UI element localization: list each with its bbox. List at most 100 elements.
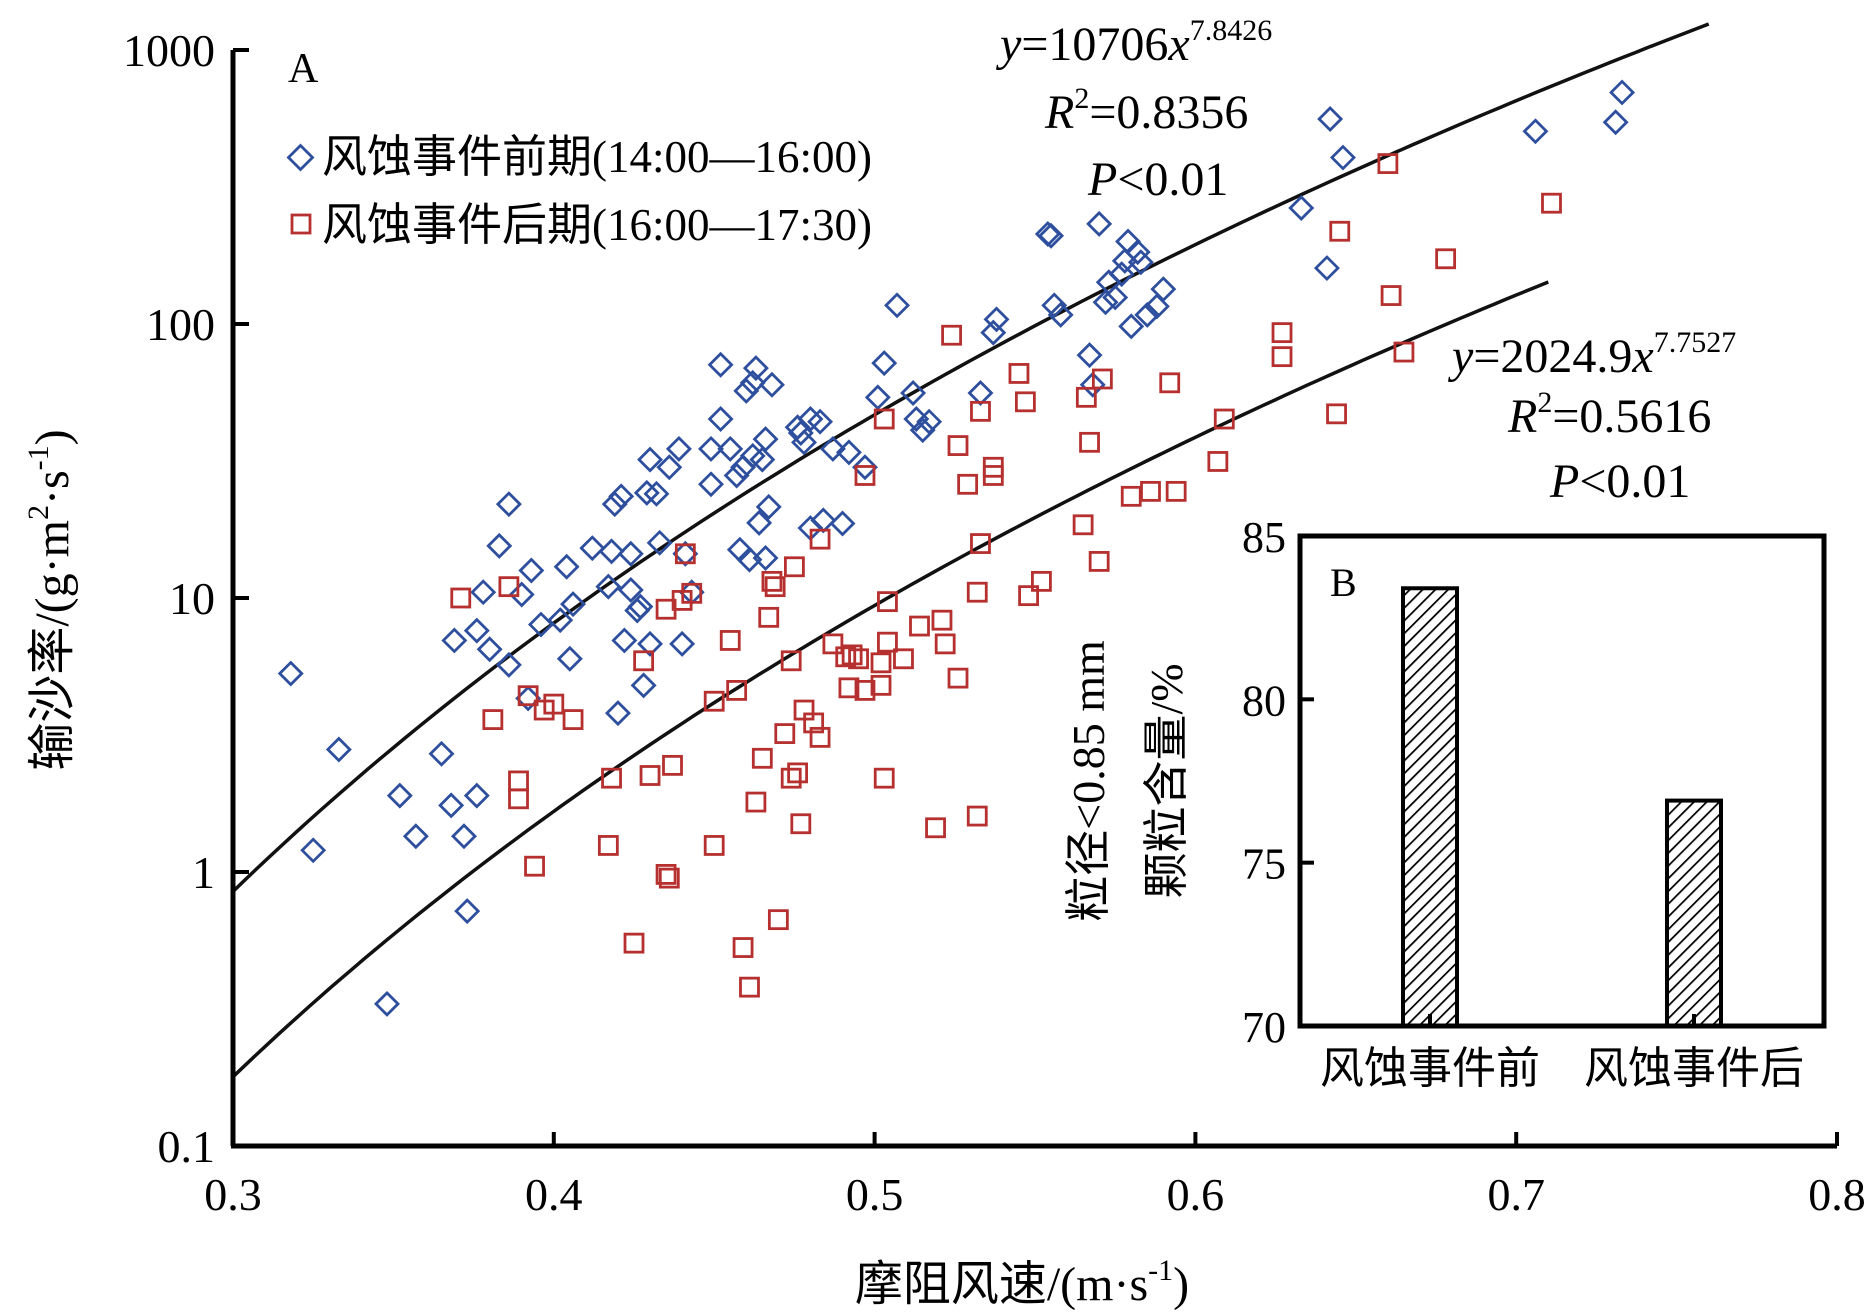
scatter-point-after (838, 677, 860, 699)
eq2-p: <0.01 (1579, 455, 1690, 508)
scatter-point-after (1120, 485, 1142, 507)
inset-category-label: 风蚀事件后 (1584, 1044, 1804, 1093)
eq1-p: <0.01 (1117, 153, 1228, 206)
scatter-point-before (630, 672, 657, 699)
scatter-point-after (982, 456, 1004, 478)
inset-category-label: 风蚀事件前 (1320, 1044, 1540, 1093)
legend-marker-after (290, 213, 312, 235)
scatter-point-before (470, 579, 497, 606)
scatter-point-after (790, 813, 812, 835)
scatter-point-after (1018, 585, 1039, 607)
scatter-point-before (617, 576, 644, 603)
scatter-point-before (819, 435, 846, 462)
scatter-point-after (947, 435, 969, 456)
scatter-point-after (524, 855, 545, 877)
svg-text:R2=0.5616: R2=0.5616 (1507, 386, 1711, 443)
eq1-r-label: R (1044, 86, 1074, 139)
scatter-point-before (672, 540, 699, 567)
scatter-point-after (822, 633, 844, 655)
scatter-point-after (877, 591, 898, 613)
scatter-point-after (758, 606, 780, 628)
legend: 风蚀事件前期(14:00—16:00) 风蚀事件后期(16:00—17:30) (286, 132, 872, 250)
scatter-point-after (761, 570, 783, 592)
scatter-point-after (780, 767, 802, 789)
scatter-point-after (809, 726, 831, 748)
scatter-point-before (1092, 289, 1119, 316)
scatter-point-after (562, 709, 584, 730)
inset-y-tick-label: 85 (1242, 513, 1286, 562)
scatter-point-before (450, 823, 477, 850)
scatter-point-after (970, 400, 991, 422)
scatter-point-before (707, 351, 734, 378)
scatter-point-before (508, 581, 535, 608)
scatter-point-before (547, 607, 574, 634)
scatter-point-after (767, 909, 789, 931)
scatter-point-before (807, 408, 834, 435)
scatter-point-after (732, 937, 754, 958)
scatter-point-before (669, 630, 696, 657)
scatter-point-after (774, 723, 796, 744)
eq1-r2: =0.8356 (1089, 86, 1248, 139)
scatter-point-before (277, 660, 304, 687)
scatter-point-after (803, 712, 825, 734)
y-tick-label: 0.1 (158, 1121, 216, 1172)
scatter-point-after (662, 754, 683, 776)
scatter-point-before (402, 823, 429, 850)
scatter-point-after (1088, 551, 1110, 572)
scatter-point-before (909, 417, 936, 444)
scatter-point-after (1075, 386, 1097, 408)
scatter-point-before (1288, 195, 1315, 222)
scatter-point-before (791, 429, 818, 456)
scatter-point-after (780, 650, 802, 672)
scatter-point-after (1541, 192, 1562, 214)
scatter-point-after (1072, 514, 1094, 536)
eq2-r2: =0.5616 (1552, 390, 1711, 443)
scatter-point-before (746, 509, 773, 536)
scatter-point-before (627, 593, 654, 620)
eq2-y: y (1447, 330, 1474, 383)
scatter-point-after (1393, 341, 1415, 363)
scatter-point-after (633, 650, 655, 672)
scatter-point-after (841, 644, 863, 666)
scatter-point-after (854, 680, 876, 701)
scatter-point-before (1602, 109, 1629, 136)
y-tick-label: 100 (146, 299, 215, 350)
scatter-point-after (934, 633, 956, 655)
scatter-point-before (739, 442, 766, 469)
scatter-point-after (787, 762, 809, 784)
scatter-point-before (633, 479, 660, 506)
scatter-point-after (498, 576, 520, 598)
scatter-point-after (966, 581, 988, 603)
scatter-point-before (454, 898, 481, 925)
scatter-point-after (1271, 322, 1293, 344)
scatter-point-before (463, 782, 490, 809)
scatter-point-before (733, 377, 760, 404)
scatter-point-before (864, 384, 891, 411)
eq2-r-label: R (1507, 390, 1537, 443)
scatter-point-after (848, 648, 869, 670)
scatter-point-before (717, 435, 744, 462)
scatter-point-after (508, 788, 529, 810)
scatter-point-before (637, 630, 664, 657)
svg-text:y=2024.9x7.7527: y=2024.9x7.7527 (1447, 326, 1736, 383)
scatter-point-after (450, 587, 472, 609)
scatter-point-after (726, 680, 748, 701)
x-tick-label: 0.5 (846, 1169, 904, 1220)
scatter-point-after (1380, 285, 1402, 306)
scatter-point-after (873, 408, 895, 430)
scatter-point-before (797, 406, 824, 432)
scatter-point-before (1038, 222, 1065, 249)
scatter-point-after (601, 767, 622, 789)
scatter-point-after (1014, 391, 1036, 413)
scatter-point-before (739, 369, 766, 396)
scatter-point-after (909, 615, 930, 637)
scatter-point-after (873, 767, 895, 789)
svg-text:y=10706x7.8426: y=10706x7.8426 (995, 14, 1272, 71)
panel-b: 70 75 80 85 风蚀事件前 风蚀事件后 B 粒径<0.85 mm 颗粒含量/% (1063, 513, 1827, 1093)
scatter-point-before (515, 685, 542, 712)
inset-y-tick-label: 70 (1242, 1003, 1286, 1052)
legend-label-after: 风蚀事件后期(16:00—17:30) (322, 200, 872, 250)
scatter-point-after (639, 765, 661, 786)
scatter-point-after (1031, 570, 1052, 592)
scatter-point-before (900, 380, 927, 406)
